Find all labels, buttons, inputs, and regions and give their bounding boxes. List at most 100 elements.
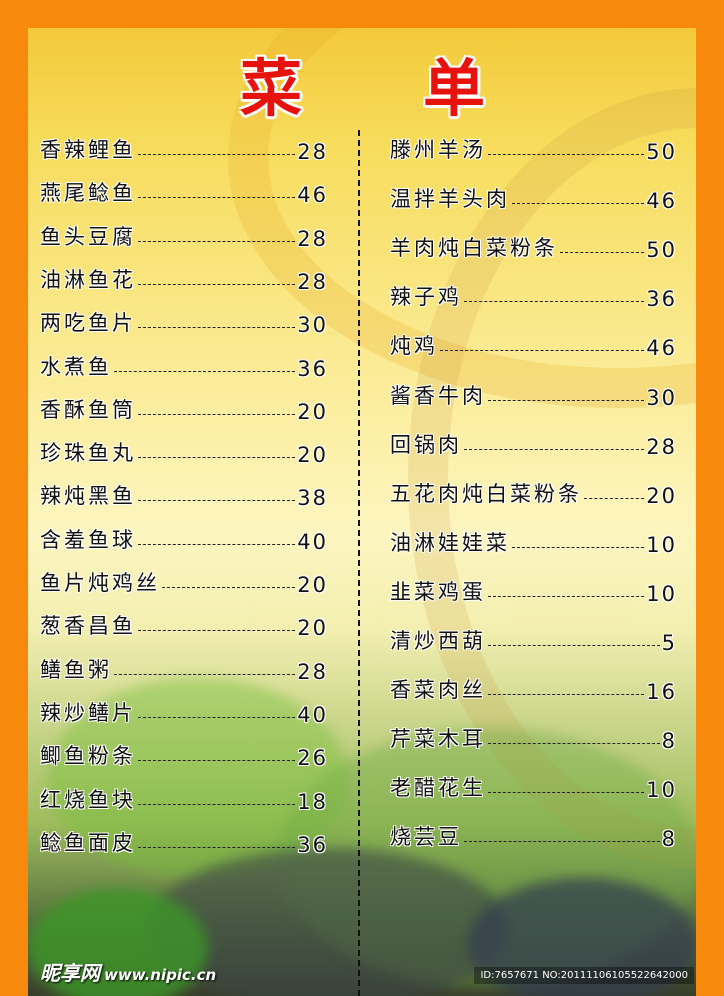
watermark-id: ID:7657671 NO:20111106105522642000 (474, 967, 694, 984)
dotted-leader (138, 457, 296, 459)
dish-name: 油淋娃娃菜 (390, 530, 510, 555)
dotted-leader (464, 841, 660, 843)
dish-price: 36 (646, 287, 677, 312)
dish-name: 鱼头豆腐 (40, 224, 136, 249)
dish-name: 辣炒鳝片 (40, 700, 136, 725)
dish-price: 28 (297, 659, 328, 684)
title-char-1: 菜 (240, 52, 303, 125)
menu-item: 鳝鱼粥 28 (40, 654, 328, 684)
dish-price: 46 (646, 189, 677, 214)
dish-name: 两吃鱼片 (40, 311, 136, 336)
watermark-logo: 昵享网 www.nipic.cn (40, 957, 216, 986)
menu-item: 烧芸豆 8 (390, 821, 677, 851)
dish-price: 30 (646, 385, 677, 410)
dish-price: 46 (646, 336, 677, 361)
dish-name: 清炒西葫 (390, 629, 486, 653)
dish-name: 水煮鱼 (40, 354, 112, 379)
dotted-leader (138, 760, 296, 762)
dotted-leader (584, 497, 645, 499)
dotted-leader (138, 803, 296, 805)
dish-price: 36 (297, 832, 328, 857)
dotted-leader (488, 694, 645, 696)
dish-name: 香菜肉丝 (390, 678, 486, 703)
watermark-logo-text: 昵享网 (40, 961, 100, 985)
dotted-leader (114, 370, 296, 372)
dotted-leader (488, 645, 660, 646)
dish-price: 20 (297, 443, 328, 468)
dish-name: 含羞鱼球 (40, 527, 136, 552)
dish-name: 炖鸡 (390, 334, 438, 359)
dish-price: 46 (297, 183, 328, 208)
dotted-leader (114, 673, 296, 675)
dish-name: 辣炖黑鱼 (40, 484, 136, 509)
dish-name: 滕州羊汤 (390, 138, 486, 162)
menu-item: 韭菜鸡蛋 10 (390, 576, 677, 606)
dish-name: 油淋鱼花 (40, 267, 136, 292)
dotted-leader (488, 595, 645, 597)
menu-item: 五花肉炖白菜粉条 20 (390, 478, 677, 508)
dish-price: 20 (297, 399, 328, 424)
dish-name: 香辣鲤鱼 (40, 138, 136, 162)
menu-item: 鱼片炖鸡丝 20 (40, 567, 328, 597)
menu-item: 香辣鲤鱼 28 (40, 134, 328, 164)
dish-name: 鲶鱼面皮 (40, 830, 136, 855)
dish-price: 10 (646, 532, 677, 557)
dish-price: 28 (297, 269, 328, 294)
dish-price: 50 (646, 140, 677, 164)
menu-item: 羊肉炖白菜粉条 50 (390, 232, 677, 262)
dotted-leader (560, 252, 645, 254)
menu-item: 辣炖黑鱼 38 (40, 480, 328, 510)
dish-name: 香酥鱼筒 (40, 397, 136, 422)
dotted-leader (488, 154, 645, 155)
dish-price: 10 (646, 581, 677, 606)
dotted-leader (138, 846, 296, 848)
menu-item: 辣炒鳝片 40 (40, 697, 328, 727)
dish-name: 羊肉炖白菜粉条 (390, 236, 558, 261)
dish-name: 酱香牛肉 (390, 383, 486, 408)
dish-price: 20 (646, 483, 677, 508)
dish-name: 葱香昌鱼 (40, 614, 136, 639)
dish-name: 韭菜鸡蛋 (390, 579, 486, 604)
dish-price: 5 (661, 631, 677, 655)
food-photo (48, 678, 348, 878)
dotted-leader (138, 240, 296, 242)
dotted-leader (138, 327, 296, 329)
dotted-leader (138, 413, 296, 415)
dish-price: 36 (297, 356, 328, 381)
dish-name: 鱼片炖鸡丝 (40, 571, 160, 595)
dish-price: 18 (297, 789, 328, 814)
menu-item: 含羞鱼球 40 (40, 524, 328, 554)
food-photo (148, 848, 508, 996)
menu-item: 滕州羊汤 50 (390, 134, 677, 164)
dish-price: 40 (297, 702, 328, 727)
dish-price: 8 (661, 827, 677, 852)
dish-price: 16 (646, 680, 677, 705)
dish-price: 30 (297, 313, 328, 338)
dish-name: 五花肉炖白菜粉条 (390, 481, 582, 506)
dish-name: 珍珠鱼丸 (40, 441, 136, 466)
dish-price: 26 (297, 746, 328, 771)
dish-price: 40 (297, 529, 328, 554)
dish-name: 回锅肉 (390, 432, 462, 457)
menu-item: 酱香牛肉 30 (390, 380, 677, 410)
dish-name: 鳝鱼粥 (40, 657, 112, 682)
dish-price: 28 (646, 434, 677, 459)
dish-name: 辣子鸡 (390, 285, 462, 310)
menu-item: 油淋鱼花 28 (40, 264, 328, 294)
dish-name: 烧芸豆 (390, 825, 462, 850)
dotted-leader (488, 399, 645, 401)
menu-item: 清炒西葫 5 (390, 625, 677, 655)
dish-price: 28 (297, 226, 328, 251)
dotted-leader (138, 154, 296, 155)
dotted-leader (512, 546, 645, 548)
menu-item: 老醋花生 10 (390, 772, 677, 802)
dotted-leader (138, 283, 296, 285)
menu-item: 香菜肉丝 16 (390, 674, 677, 704)
dotted-leader (464, 301, 645, 303)
menu-item: 回锅肉 28 (390, 429, 677, 459)
dotted-leader (138, 500, 296, 502)
dotted-leader (440, 350, 645, 352)
food-photo (468, 878, 696, 996)
cilantro-photo (28, 888, 208, 996)
menu-item: 芹菜木耳 8 (390, 723, 677, 753)
